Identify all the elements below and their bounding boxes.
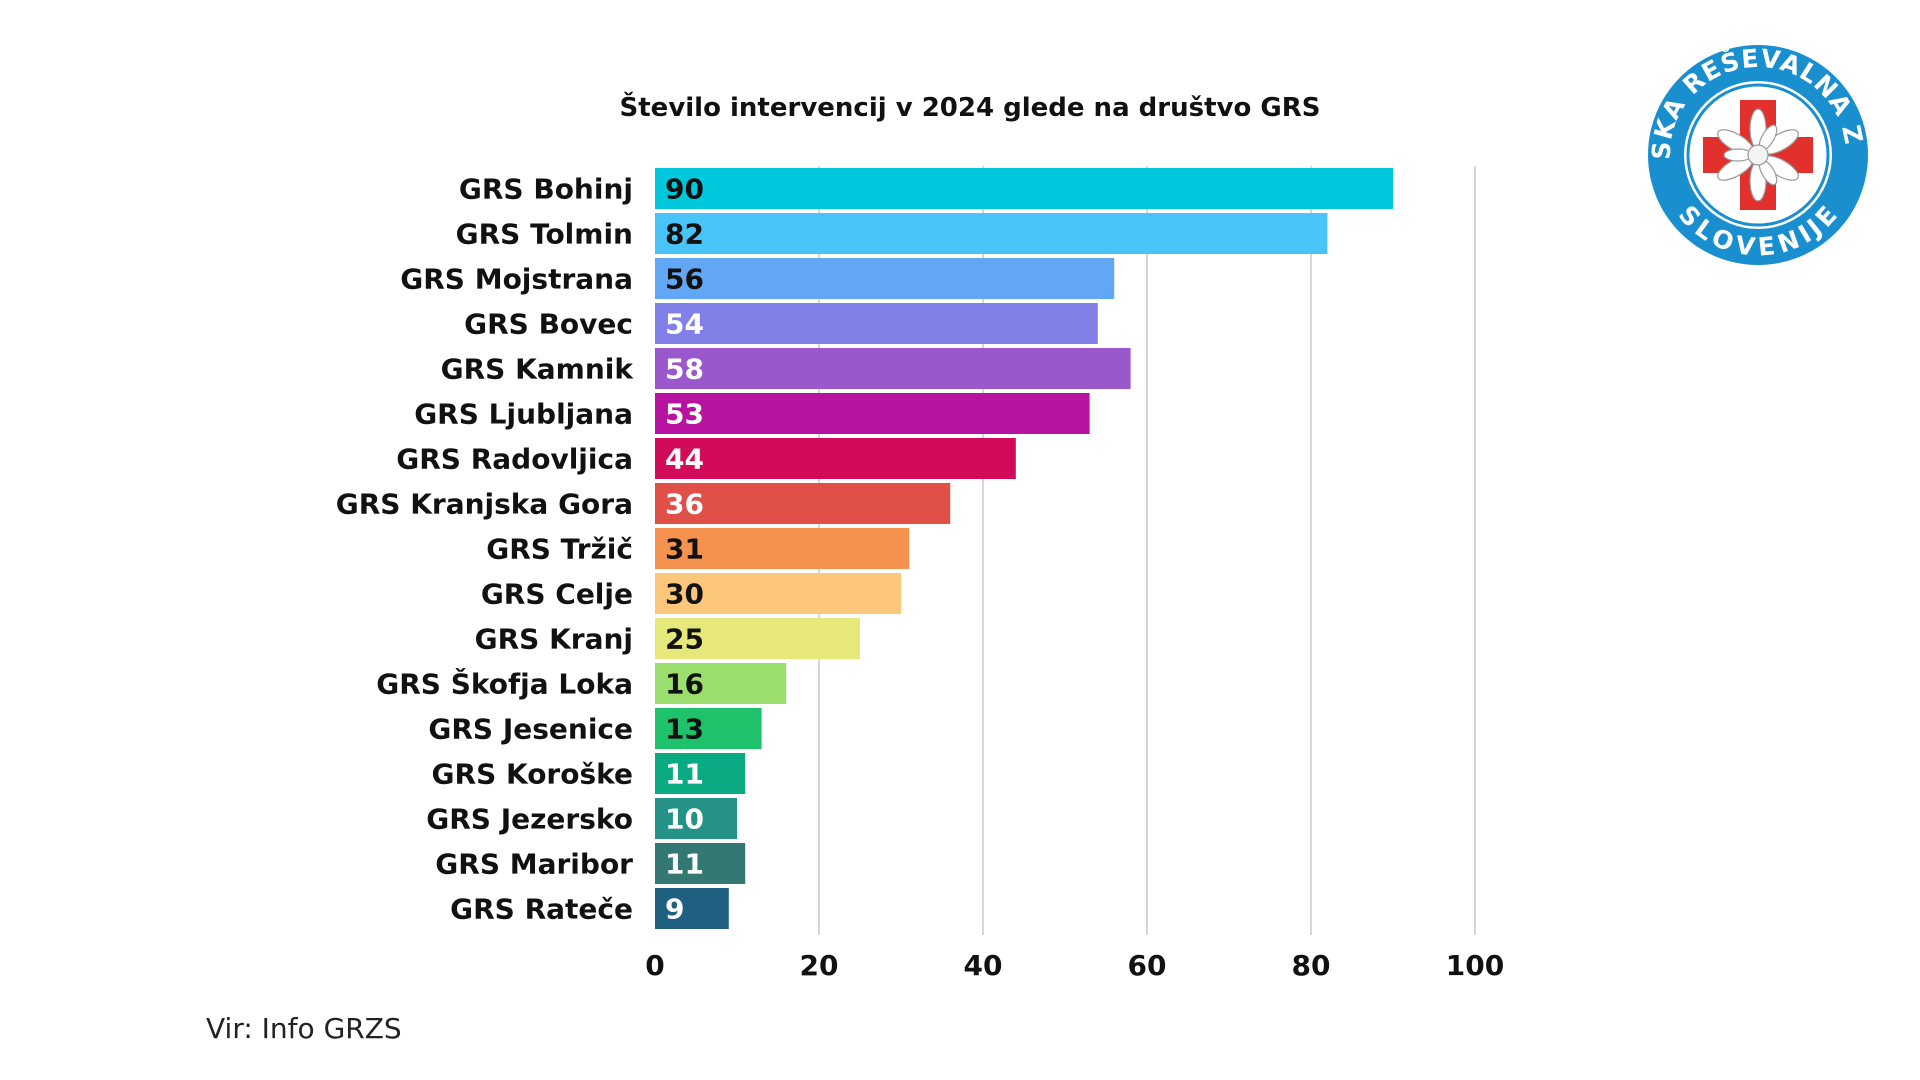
source-note: Vir: Info GRZS — [206, 1012, 402, 1045]
data-label: 31 — [665, 533, 704, 566]
category-label: GRS Rateče — [450, 893, 633, 926]
chart-title: Število intervencij v 2024 glede na druš… — [620, 91, 1321, 123]
category-label: GRS Mojstrana — [400, 263, 633, 296]
bar — [655, 483, 951, 524]
category-label: GRS Bovec — [464, 308, 633, 341]
category-label: GRS Kranjska Gora — [336, 488, 633, 521]
category-label: GRS Radovljica — [396, 443, 633, 476]
bar — [655, 168, 1393, 209]
edelweiss-icon — [1717, 108, 1799, 202]
gorska-resevalna-zveza-logo: GORSKA REŠEVALNA ZVEZA SLOVENIJE — [1647, 44, 1868, 265]
category-label: GRS Škofja Loka — [376, 667, 633, 701]
bars: GRS Bohinj 90 GRS Tolmin 82 GRS Mojstrana 56 G… — [336, 168, 1393, 929]
bar — [655, 528, 910, 569]
category-label: GRS Celje — [481, 578, 633, 611]
x-tick-label: 0 — [645, 949, 664, 982]
data-label: 58 — [665, 353, 704, 386]
data-label: 54 — [665, 308, 704, 341]
bar — [655, 348, 1131, 389]
data-label: 11 — [665, 848, 704, 881]
data-label: 82 — [665, 218, 704, 251]
category-label: GRS Jesenice — [428, 713, 633, 746]
x-tick-label: 20 — [800, 949, 839, 982]
data-label: 11 — [665, 758, 704, 791]
data-label: 36 — [665, 488, 704, 521]
category-label: GRS Koroške — [432, 758, 633, 791]
bar — [655, 213, 1328, 254]
data-label: 13 — [665, 713, 704, 746]
bar — [655, 393, 1090, 434]
data-label: 10 — [665, 803, 704, 836]
category-label: GRS Tržič — [486, 533, 633, 566]
category-label: GRS Tolmin — [456, 218, 633, 251]
bar — [655, 843, 746, 884]
category-label: GRS Ljubljana — [414, 398, 633, 431]
bar — [655, 708, 762, 749]
x-tick-label: 60 — [1128, 949, 1167, 982]
x-tick-label: 80 — [1292, 949, 1331, 982]
bar — [655, 798, 737, 839]
data-label: 9 — [665, 893, 684, 926]
bar — [655, 618, 860, 659]
category-label: GRS Kamnik — [441, 353, 635, 386]
x-axis: 0 20 40 60 80 100 — [645, 949, 1504, 982]
data-label: 16 — [665, 668, 704, 701]
data-label: 30 — [665, 578, 704, 611]
bar — [655, 303, 1098, 344]
data-label: 44 — [665, 443, 704, 476]
category-label: GRS Maribor — [435, 848, 633, 881]
category-label: GRS Bohinj — [459, 173, 633, 206]
x-tick-label: 40 — [964, 949, 1003, 982]
bar — [655, 573, 901, 614]
data-label: 90 — [665, 173, 704, 206]
data-label: 25 — [665, 623, 704, 656]
bar — [655, 258, 1115, 299]
category-label: GRS Jezersko — [426, 803, 633, 836]
bar — [655, 438, 1016, 479]
x-tick-label: 100 — [1446, 949, 1504, 982]
bar — [655, 888, 729, 929]
bar — [655, 663, 787, 704]
category-label: GRS Kranj — [475, 623, 633, 656]
data-label: 53 — [665, 398, 704, 431]
data-label: 56 — [665, 263, 704, 296]
bar — [655, 753, 746, 794]
